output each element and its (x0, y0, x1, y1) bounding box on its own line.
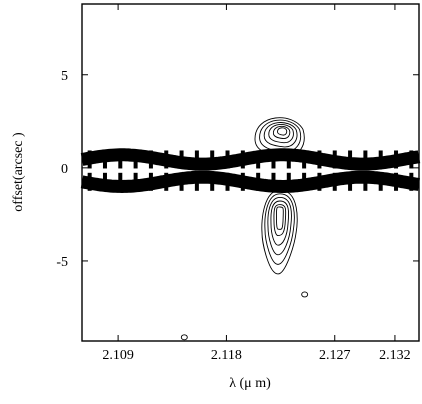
trace-texture (286, 172, 291, 191)
trace-texture (409, 150, 414, 169)
trace-texture (302, 150, 307, 169)
y-axis-label: offset(arcsec ) (11, 132, 26, 212)
trace-texture (256, 172, 261, 191)
trace-texture (256, 150, 261, 169)
trace-texture (286, 150, 291, 169)
upper-emission-contour (272, 125, 291, 139)
trace-texture (332, 150, 337, 169)
plot-frame (81, 3, 420, 342)
trace-texture (317, 150, 322, 169)
trace-texture (87, 150, 92, 169)
trace-texture (363, 172, 368, 191)
lower-emission-contour (264, 193, 295, 265)
trace-texture (317, 172, 322, 191)
trace-texture (394, 172, 399, 191)
small-emission-contour (301, 291, 309, 298)
trace-texture (118, 150, 123, 169)
trace-texture (210, 150, 215, 169)
upper-emission-contour (259, 119, 301, 153)
trace-texture (378, 172, 383, 191)
trace-texture (164, 150, 169, 169)
trace-texture (225, 150, 230, 169)
y-tick-label: 5 (61, 69, 68, 84)
upper-emission-contour (277, 127, 288, 136)
lower-emission-contour (261, 189, 298, 275)
trace-texture (133, 172, 138, 191)
lower-emission-contour (273, 204, 287, 237)
trace-texture (102, 150, 107, 169)
lower-emission-contour (275, 206, 284, 230)
y-axis-ticks: 5 0 -5 (56, 69, 419, 270)
trace-texture (133, 150, 138, 169)
y-tick-label: -5 (56, 255, 68, 270)
trace-texture (102, 172, 107, 191)
upper-emission-contour (268, 124, 294, 144)
trace-texture (210, 172, 215, 191)
trace-texture (118, 172, 123, 191)
x-tick-label: 2.132 (379, 348, 411, 363)
trace-texture (394, 150, 399, 169)
emission-contours (180, 117, 309, 341)
trace-texture (409, 172, 414, 191)
trace-texture (148, 172, 153, 191)
trace-texture (87, 172, 92, 191)
trace-texture (271, 172, 276, 191)
x-tick-label: 2.109 (102, 348, 134, 363)
x-axis-ticks: 2.109 2.118 2.127 2.132 (102, 4, 411, 363)
trace-texture (148, 150, 153, 169)
small-emission-contour (180, 334, 188, 341)
trace-texture (164, 172, 169, 191)
x-tick-label: 2.127 (319, 348, 351, 363)
trace-texture (179, 172, 184, 191)
trace-texture (240, 150, 245, 169)
upper-emission-contour (254, 117, 305, 158)
trace-texture (271, 150, 276, 169)
continuum-trace (77, 148, 422, 171)
lower-emission-contour (270, 200, 290, 246)
x-axis-label: λ (μ m) (229, 376, 271, 391)
trace-texture (240, 172, 245, 191)
continuum-trace (77, 170, 422, 193)
trace-texture (348, 172, 353, 191)
x-tick-label: 2.118 (211, 348, 242, 363)
trace-texture (225, 172, 230, 191)
trace-texture (348, 150, 353, 169)
trace-texture (378, 150, 383, 169)
trace-texture (363, 150, 368, 169)
upper-emission-contour (263, 122, 298, 148)
trace-texture (179, 150, 184, 169)
trace-texture (194, 150, 199, 169)
trace-texture (194, 172, 199, 191)
trace-texture (332, 172, 337, 191)
trace-texture (302, 172, 307, 191)
continuum-traces (77, 148, 422, 193)
y-tick-label: 0 (61, 162, 68, 177)
lower-emission-contour (267, 196, 292, 256)
